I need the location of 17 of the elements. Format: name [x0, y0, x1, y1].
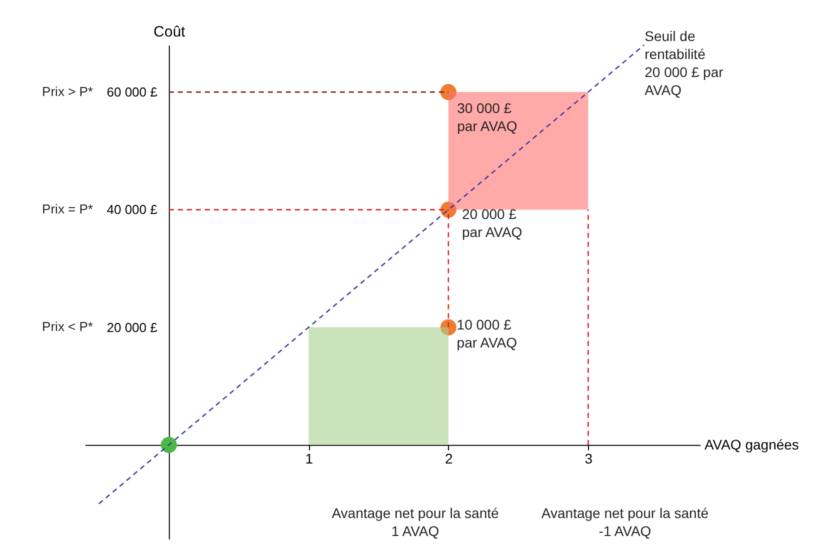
x-tick-label: 2 [445, 450, 454, 466]
y-tick-label: 20 000 £ [106, 320, 158, 335]
annotation: Prix > P* [42, 84, 93, 99]
x-tick-label: 3 [584, 450, 593, 466]
x-tick-label: 1 [305, 450, 314, 466]
annotation: Prix < P* [42, 319, 93, 334]
annotation: 10 000 £ par AVAQ [456, 316, 518, 350]
y-axis-title: Coût [154, 24, 186, 40]
y-tick-label: 40 000 £ [106, 202, 158, 218]
x-axis-title: AVAQ gagnées [704, 436, 799, 452]
annotation: Avantage net pour la santé 1 AVAQ [332, 504, 500, 539]
annotation: Avantage net pour la santé -1 AVAQ [541, 504, 709, 539]
annotation: Prix = P* [42, 202, 93, 216]
y-tick-label: 60 000 £ [106, 84, 158, 100]
annotation: 30 000 £ par AVAQ [457, 100, 518, 134]
annotation: Seuil de rentabilité 20 000 £ par AVAQ [644, 28, 724, 98]
annotation: 20 000 £ par AVAQ [462, 206, 522, 240]
